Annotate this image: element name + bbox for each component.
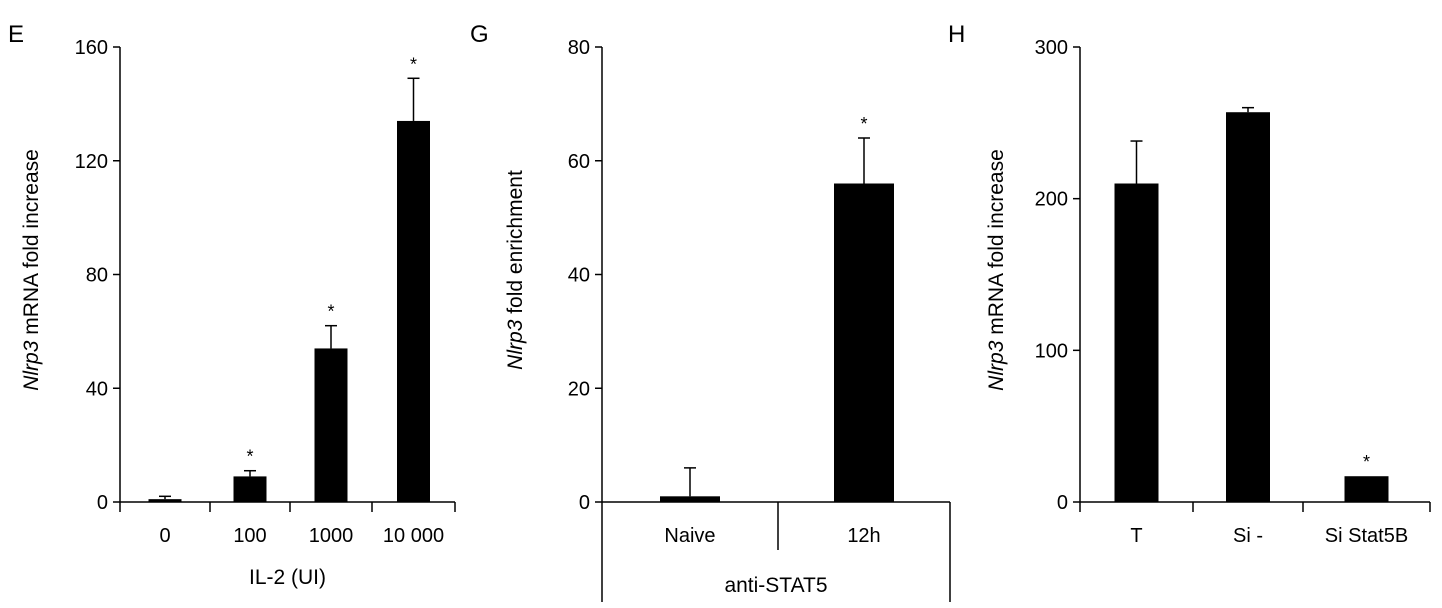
y-tick-label: 160 [75, 37, 108, 59]
significance-marker: * [1363, 452, 1370, 472]
x-tick-label: 10 000 [383, 525, 444, 547]
y-axis-title: Nlrp3 fold enrichment [504, 170, 527, 370]
y-axis-title-rest: fold enrichment [504, 170, 527, 320]
bar [1114, 183, 1159, 502]
x-axis-title: IL-2 (UI) [249, 566, 326, 589]
bar [660, 496, 720, 502]
panel-letter: H [948, 21, 965, 48]
y-tick-label: 0 [1057, 492, 1068, 514]
y-tick-label: 80 [86, 265, 108, 287]
x-tick-label: Si - [1233, 525, 1263, 547]
y-axis-title: Nlrp3 mRNA fold increase [985, 149, 1008, 391]
chart-panel-h: H 0 100 200 300 T Si - * Si Stat5B Nlrp3 mRNA fol… [948, 21, 1431, 547]
bar [397, 120, 430, 502]
bar [834, 183, 894, 502]
y-tick-label: 100 [1035, 340, 1068, 362]
y-tick-label: 300 [1035, 37, 1068, 59]
y-axis-title-italic: Nlrp3 [985, 340, 1008, 391]
panel-letter: G [470, 21, 489, 48]
x-tick-label: 0 [159, 525, 170, 547]
x-tick-label: 1000 [309, 525, 354, 547]
panel-letter: E [8, 21, 24, 48]
y-axis-title-rest: mRNA fold increase [985, 149, 1008, 340]
x-tick-label: Si Stat5B [1325, 525, 1408, 547]
y-tick-label: 40 [568, 265, 590, 287]
significance-marker: * [860, 114, 867, 134]
significance-marker: * [410, 54, 417, 74]
bar [314, 348, 348, 502]
chart-panel-g: G 0 20 40 60 80 Naive * 12h anti-STAT5 Nlrp3 fold … [470, 21, 951, 602]
x-tick-label: 12h [847, 525, 880, 547]
y-axis-title-italic: Nlrp3 [504, 319, 527, 370]
y-tick-label: 60 [568, 151, 590, 173]
y-tick-label: 20 [568, 378, 590, 400]
significance-marker: * [246, 447, 253, 467]
y-axis-title: Nlrp3 mRNA fold increase [20, 149, 43, 391]
y-axis-title-rest: mRNA fold increase [20, 149, 43, 340]
y-axis-title-italic: Nlrp3 [20, 340, 43, 391]
y-tick-label: 40 [86, 378, 108, 400]
bar [148, 499, 182, 502]
y-tick-label: 200 [1035, 189, 1068, 211]
chart-panel-e: E 0 40 80 120 160 0 * 100 * 1000 * 10 000 IL-2 (UI) Nl… [8, 21, 456, 589]
bar [1226, 112, 1270, 502]
y-tick-label: 0 [97, 492, 108, 514]
group-label: anti-STAT5 [724, 574, 827, 597]
y-tick-label: 80 [568, 37, 590, 59]
x-tick-label: 100 [233, 525, 266, 547]
significance-marker: * [327, 302, 334, 322]
x-tick-label: T [1130, 525, 1142, 547]
y-tick-label: 0 [579, 492, 590, 514]
y-tick-label: 120 [75, 151, 108, 173]
bar [1344, 476, 1389, 502]
x-tick-label: Naive [664, 525, 715, 547]
bar [233, 476, 267, 502]
